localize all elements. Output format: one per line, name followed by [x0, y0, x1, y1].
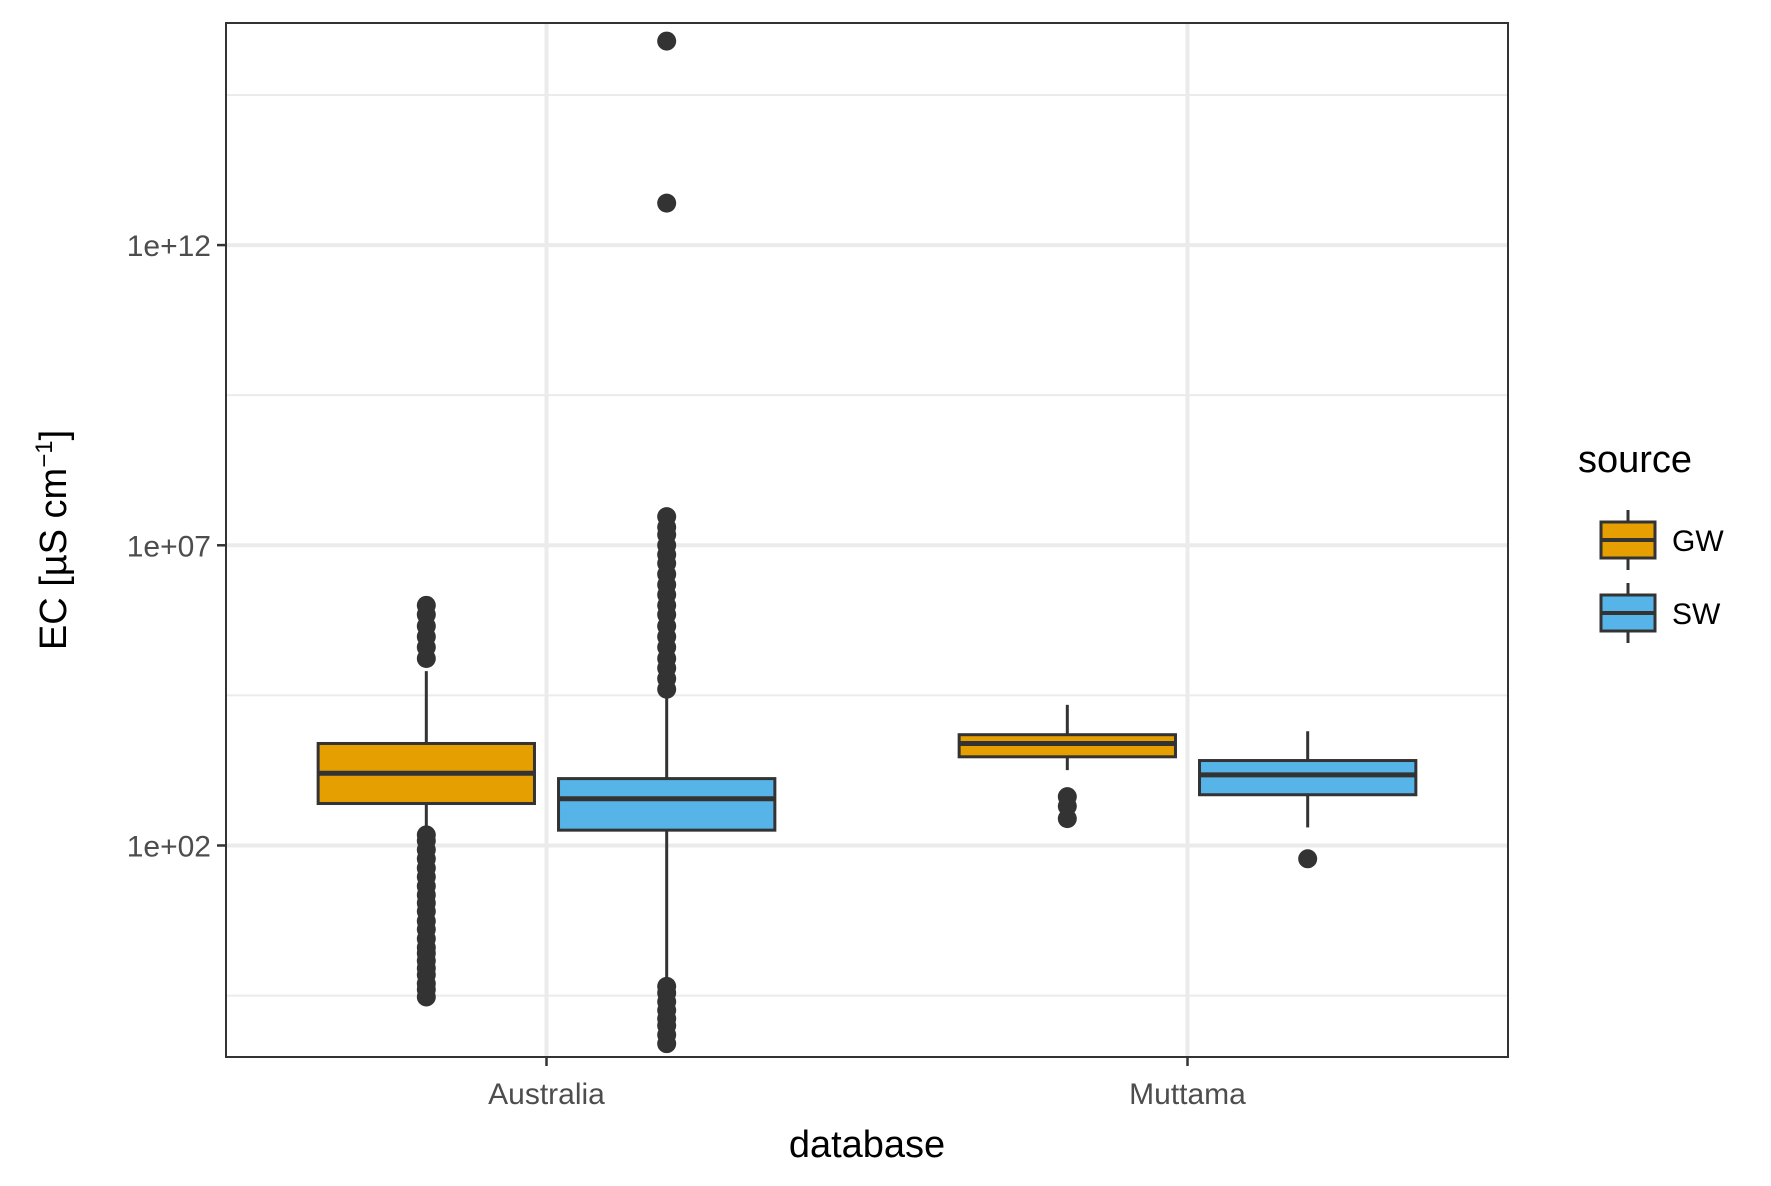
legend: source GW SW [1578, 439, 1724, 643]
outlier-point [1057, 787, 1077, 807]
outlier-point [657, 31, 677, 51]
box-iqr [557, 777, 777, 832]
legend-items: GW SW [1599, 510, 1724, 643]
outlier-point [657, 507, 677, 527]
x-axis-tick-label: Muttama [1129, 1078, 1246, 1111]
y-axis-title: EC [µS cm−1] [31, 430, 75, 650]
box-SW-Australia [557, 31, 777, 1054]
legend-item-label: GW [1672, 525, 1724, 558]
y-axis-title-superscript: −1 [31, 440, 58, 467]
y-axis-title-main: EC [µS cm [33, 468, 75, 650]
legend-item-label: SW [1672, 598, 1721, 631]
outlier-point [657, 976, 677, 996]
y-axis: 1e+02 1e+07 1e+12 [127, 230, 226, 863]
legend-item-SW: SW [1599, 583, 1721, 643]
x-axis-title: database [789, 1124, 945, 1166]
y-axis-title-close: ] [33, 430, 75, 441]
outlier-point [657, 193, 677, 213]
box-SW-Muttama [1198, 731, 1418, 869]
y-axis-tick-label: 1e+02 [127, 830, 211, 863]
legend-item-GW: GW [1599, 510, 1724, 570]
legend-title: source [1578, 439, 1692, 481]
y-axis-tick-label: 1e+12 [127, 230, 211, 263]
plot-panel [226, 23, 1508, 1057]
box-iqr [1198, 759, 1418, 797]
y-axis-tick-label: 1e+07 [127, 530, 211, 563]
grid-major [226, 23, 1508, 1057]
x-axis: Australia Muttama [488, 1057, 1246, 1111]
plot-border [225, 22, 1509, 1058]
boxes [316, 31, 1418, 1054]
x-axis-tick-label: Australia [488, 1078, 605, 1111]
outlier-point [416, 825, 436, 845]
outlier-point [416, 595, 436, 615]
box-GW-Muttama [957, 704, 1177, 829]
grid-minor [226, 93, 1508, 997]
box-GW-Australia [316, 595, 536, 1007]
outlier-point [1298, 849, 1318, 869]
